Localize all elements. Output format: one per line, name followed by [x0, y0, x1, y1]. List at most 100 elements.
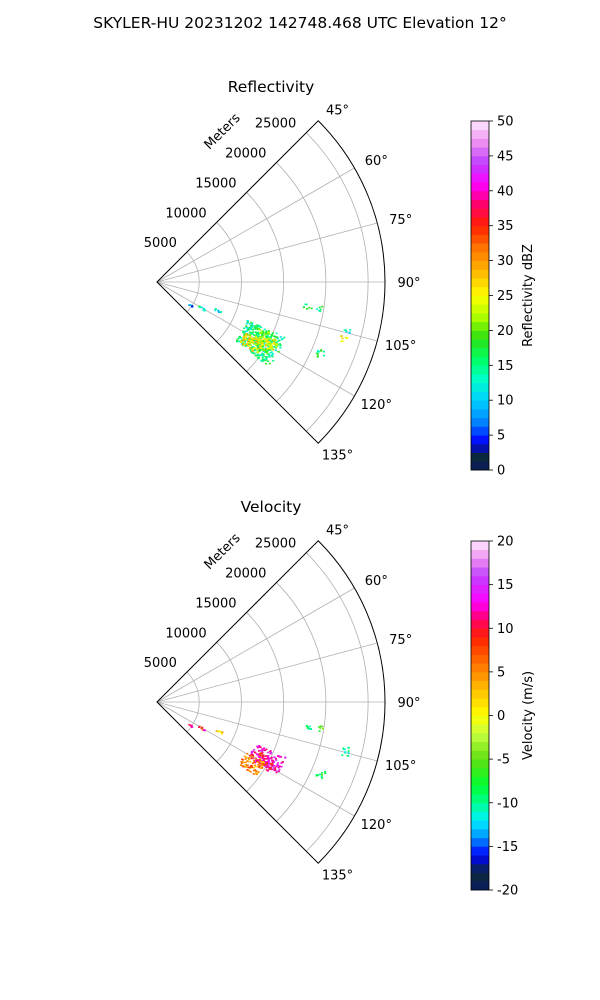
radar-gate — [264, 362, 267, 365]
colorbar-segment — [471, 129, 489, 139]
radar-gate — [317, 349, 320, 352]
radar-gate — [275, 765, 278, 768]
radar-gate — [270, 342, 273, 345]
radar-gate — [261, 343, 264, 345]
radar-gate — [238, 340, 241, 343]
radar-gate — [256, 347, 259, 349]
radar-gate — [341, 337, 344, 340]
radar-gate — [246, 752, 249, 755]
radar-gate — [237, 337, 240, 340]
angle-tick-label: 60° — [365, 154, 388, 169]
radar-gate — [258, 328, 261, 331]
radar-gate — [259, 749, 261, 752]
radar-gate — [280, 762, 283, 764]
radar-gate — [254, 765, 257, 768]
radar-gate — [258, 339, 261, 341]
colorbar-tick-label: 10 — [497, 622, 514, 637]
radar-gate — [248, 342, 251, 345]
colorbar-segment — [471, 881, 489, 891]
colorbar-segment — [471, 549, 489, 559]
radar-gate — [272, 346, 275, 348]
colorbar-segment — [471, 828, 489, 839]
radar-gate — [270, 340, 273, 343]
radar-gate — [277, 764, 280, 767]
radar-gate — [275, 344, 278, 347]
radar-gate — [261, 748, 264, 750]
radar-gate — [248, 347, 251, 350]
radar-gate — [264, 749, 267, 751]
radar-gate — [276, 336, 278, 338]
radar-gate — [271, 759, 274, 762]
radar-gate — [250, 324, 252, 327]
colorbar-segment — [471, 706, 489, 716]
radar-gate — [249, 335, 252, 338]
colorbar-segment — [471, 443, 489, 453]
radar-gate — [320, 774, 323, 776]
radar-gate — [267, 766, 270, 768]
radar-gate — [254, 772, 257, 775]
colorbar-segment — [471, 837, 489, 847]
radar-gate — [254, 354, 257, 357]
colorbar-segment — [471, 382, 489, 392]
radar-gate — [242, 336, 245, 338]
radar-gate — [321, 725, 324, 728]
radar-gate — [262, 332, 265, 334]
radar-gate — [344, 751, 347, 754]
colorbar-segment — [471, 759, 489, 769]
radar-gate — [250, 755, 253, 757]
radar-gate — [277, 350, 280, 353]
radar-gate — [256, 328, 259, 331]
colorbar-segment — [471, 863, 489, 873]
radial-tick-label: 10000 — [165, 206, 206, 221]
radar-gate — [261, 760, 264, 762]
radar-gate — [217, 309, 220, 312]
radar-gate — [261, 353, 264, 355]
radar-gate — [254, 326, 257, 329]
radar-gate — [272, 341, 275, 344]
radar-gate — [253, 338, 256, 340]
colorbar-segment — [471, 347, 489, 357]
radar-gate — [255, 334, 257, 337]
radar-gate — [265, 748, 268, 751]
radar-gate — [265, 358, 268, 361]
radar-gate — [257, 356, 260, 359]
radar-gate — [264, 757, 266, 760]
colorbar-tick-label: 10 — [497, 394, 514, 409]
radar-gate — [253, 352, 256, 355]
radar-gate — [256, 348, 259, 351]
colorbar-segment — [471, 567, 489, 577]
radar-gate — [204, 729, 206, 732]
radar-gate — [256, 772, 259, 774]
radar-gate — [320, 775, 323, 778]
radar-gate — [321, 777, 324, 779]
radar-gate — [262, 330, 265, 333]
radar-gate — [265, 356, 268, 359]
radar-gate — [263, 337, 266, 340]
radar-gate — [241, 765, 244, 767]
radar-gate — [269, 347, 272, 349]
angle-tick-label: 90° — [397, 696, 420, 711]
radar-gate — [279, 344, 282, 347]
radar-gate — [249, 344, 252, 347]
radar-gate — [271, 333, 274, 336]
radar-gate — [265, 762, 268, 764]
radar-gate — [261, 349, 264, 351]
radar-gate — [243, 761, 246, 764]
radar-gate — [316, 355, 319, 357]
colorbar-segment — [471, 741, 489, 751]
radar-gate — [275, 346, 278, 348]
radar-gate — [250, 347, 253, 349]
radar-gate — [271, 346, 274, 349]
radar-gate — [264, 348, 267, 350]
radar-gate — [268, 767, 271, 770]
radar-gate — [250, 349, 253, 352]
radar-gate — [259, 767, 262, 769]
radar-gate — [262, 763, 265, 765]
radial-tick-label: 25000 — [255, 117, 296, 132]
colorbar-segment — [471, 680, 489, 690]
radar-gate — [265, 331, 267, 334]
colorbar-tick-label: 15 — [497, 578, 514, 593]
radar-gate — [348, 332, 351, 334]
radar-gate — [243, 755, 246, 758]
radar-gate — [324, 770, 327, 773]
